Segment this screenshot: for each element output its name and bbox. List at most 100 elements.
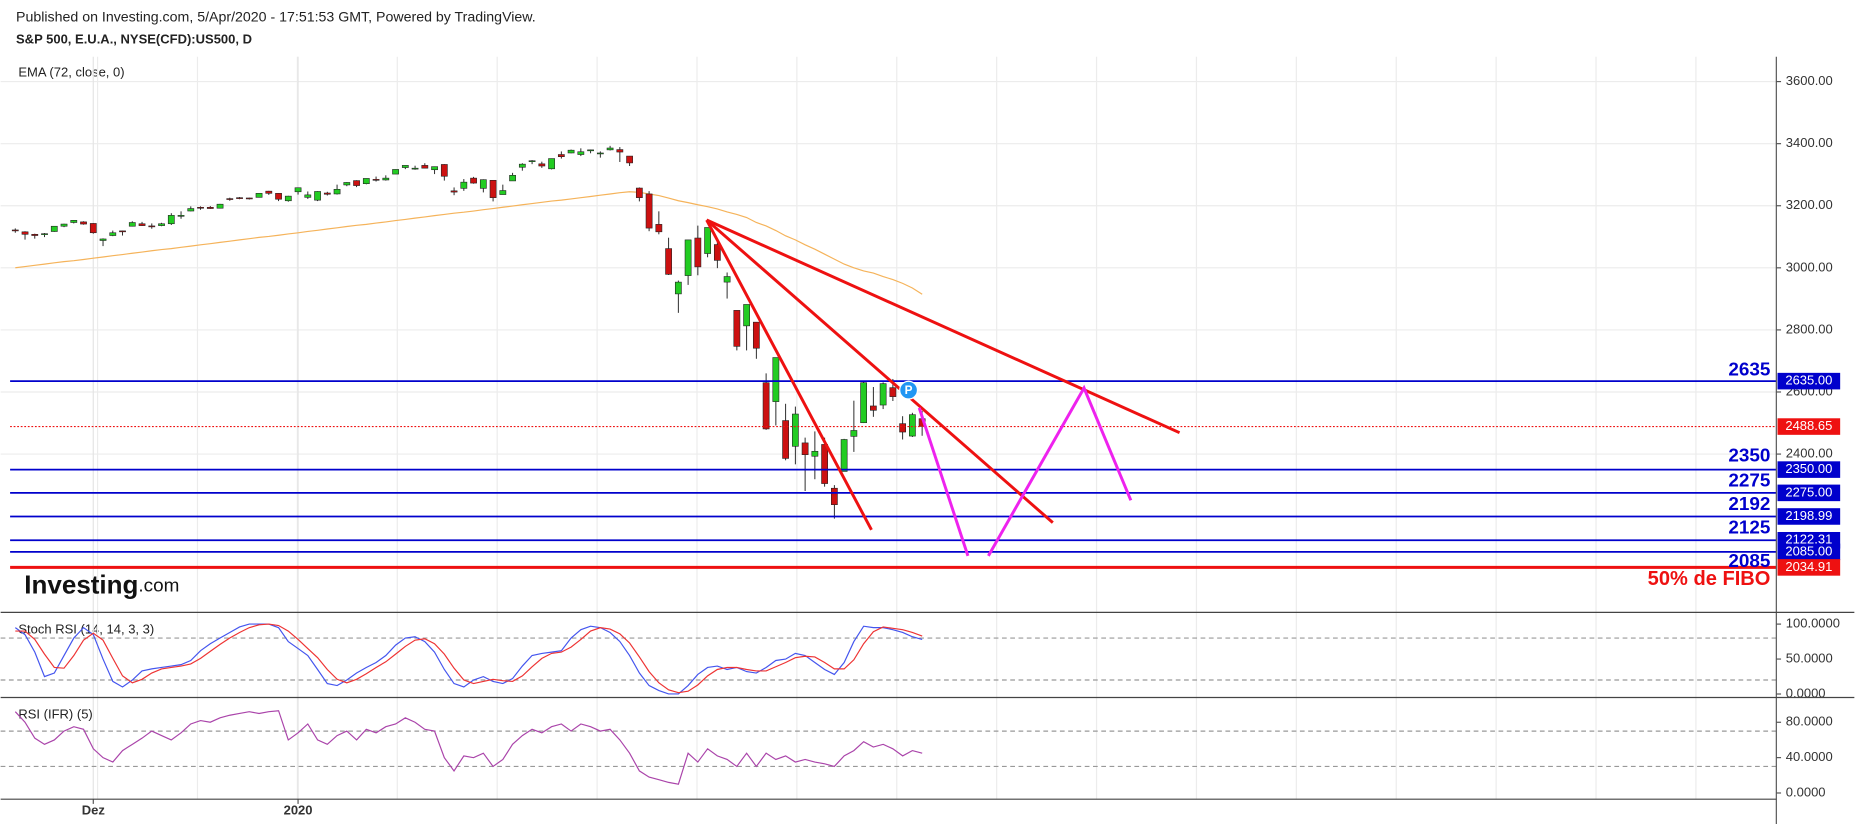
candle-body (158, 223, 165, 226)
candle-body (21, 231, 29, 235)
candle-body (353, 180, 360, 186)
trend-line (987, 384, 1133, 557)
candle-body (372, 179, 380, 181)
x-tick-label: 2020 (284, 802, 313, 817)
last-price-tag (1777, 418, 1841, 435)
candle-body (31, 234, 39, 236)
candle-body (167, 215, 175, 225)
candle-body (596, 152, 604, 155)
candle-body (323, 192, 331, 195)
candle-body (275, 193, 282, 200)
candle-body (645, 193, 653, 229)
candle-body (606, 147, 614, 151)
level-tag-label: 2635.00 (1785, 373, 1832, 388)
logo-main: Investing (24, 569, 138, 599)
candle-body (440, 164, 448, 177)
candle-body (762, 382, 770, 430)
level-annotation: 2125 (1728, 518, 1770, 539)
trend-line (706, 218, 1181, 435)
y-tick-label: 100.0000 (1786, 616, 1840, 631)
candle-body (772, 357, 780, 402)
level-annotation: 2275 (1728, 470, 1770, 491)
candle-body (782, 420, 789, 459)
level-tag-label: 2122.31 (1785, 532, 1832, 547)
candle-body (684, 239, 692, 276)
symbol-title: S&P 500, E.U.A., NYSE(CFD):US500, D (16, 32, 252, 47)
candle-body (557, 154, 565, 157)
candle-body (50, 225, 58, 232)
candle-body (314, 191, 321, 201)
candle-body (187, 208, 195, 212)
plot-layer: 2400.002600.002800.003000.003200.003400.… (0, 56, 1841, 817)
candle-body (635, 187, 643, 198)
level-tag (1777, 559, 1841, 576)
candle-body (99, 238, 107, 241)
candle-body (840, 439, 848, 472)
candle-body (879, 383, 887, 406)
candle-body (665, 248, 672, 275)
y-tick-label: 3600.00 (1786, 73, 1833, 88)
indicator-line (15, 191, 923, 295)
candle-body (743, 304, 750, 327)
y-tick-label: 50.0000 (1786, 650, 1833, 665)
candle-body (567, 149, 575, 154)
candle-body (518, 163, 526, 168)
candle-body (587, 149, 594, 152)
y-tick-label: 3000.00 (1786, 259, 1833, 274)
level-annotation: 2635 (1728, 359, 1770, 380)
candle-body (791, 413, 799, 447)
candle-body (80, 221, 87, 225)
candle-body (119, 230, 126, 233)
trend-line (705, 218, 1054, 524)
candle-body (801, 442, 809, 455)
candle-body (343, 182, 351, 186)
candle-body (509, 175, 516, 182)
level-tag-label: 2350.00 (1785, 461, 1832, 476)
candle-body (265, 190, 273, 194)
level-tag (1777, 508, 1841, 525)
candle-body (850, 430, 858, 437)
candle-body (333, 188, 341, 195)
candle-body (528, 160, 536, 162)
last-price-label: 2488.65 (1785, 418, 1832, 433)
candle-body (128, 222, 136, 227)
candle-body (870, 405, 877, 411)
level-tag (1777, 372, 1841, 390)
y-tick-label: 2400.00 (1786, 446, 1833, 461)
y-tick-label: 3400.00 (1786, 135, 1833, 150)
candle-body (284, 195, 292, 202)
candle-body (41, 233, 48, 235)
trend-line (705, 219, 873, 531)
candle-body (148, 225, 156, 228)
candle-body (362, 178, 370, 185)
candle-body (304, 194, 312, 198)
candle-body (382, 177, 390, 181)
candle-body (811, 450, 819, 457)
level-tag (1777, 484, 1841, 502)
marker-icon (899, 380, 919, 400)
candle-body (860, 382, 867, 424)
level-tag (1777, 543, 1841, 561)
candle-body (538, 163, 546, 167)
candle-body (723, 276, 731, 283)
candle-body (11, 229, 19, 232)
candle-body (548, 158, 555, 170)
y-tick-label: 0.0000 (1786, 784, 1826, 799)
marker-label: P (905, 383, 913, 397)
candle-body (206, 207, 214, 209)
candle-body (655, 224, 663, 233)
indicator-line (14, 710, 923, 785)
level-tag-label: 2198.99 (1785, 508, 1832, 523)
level-annotation: 2192 (1728, 494, 1770, 515)
candle-body (226, 198, 234, 200)
candle-body (694, 237, 702, 268)
candle-body (626, 155, 633, 164)
candle-body (294, 187, 302, 193)
candle-body (177, 215, 185, 217)
candle-body (489, 179, 497, 198)
level-tag-label: 2085.00 (1785, 543, 1832, 558)
candle-body (889, 387, 897, 397)
published-note: Published on Investing.com, 5/Apr/2020 -… (16, 9, 536, 25)
level-tag-label: 2275.00 (1785, 484, 1832, 499)
